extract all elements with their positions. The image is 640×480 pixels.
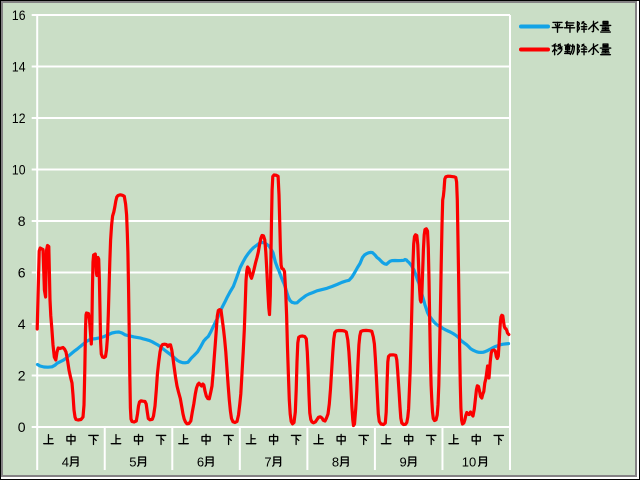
svg-text:14: 14: [12, 59, 26, 75]
svg-text:10: 10: [462, 455, 476, 470]
svg-text:0: 0: [18, 419, 26, 435]
svg-text:12: 12: [12, 110, 26, 126]
svg-text:8: 8: [18, 213, 26, 229]
svg-text:10: 10: [12, 162, 26, 178]
svg-text:7: 7: [264, 455, 271, 470]
svg-text:9: 9: [399, 455, 406, 470]
svg-text:2: 2: [18, 368, 26, 384]
svg-text:6: 6: [197, 455, 204, 470]
svg-text:6: 6: [18, 265, 26, 281]
svg-text:8: 8: [332, 455, 339, 470]
svg-text:5: 5: [129, 455, 136, 470]
svg-text:16: 16: [12, 7, 26, 23]
svg-text:4: 4: [62, 455, 69, 470]
svg-text:4: 4: [18, 316, 26, 332]
